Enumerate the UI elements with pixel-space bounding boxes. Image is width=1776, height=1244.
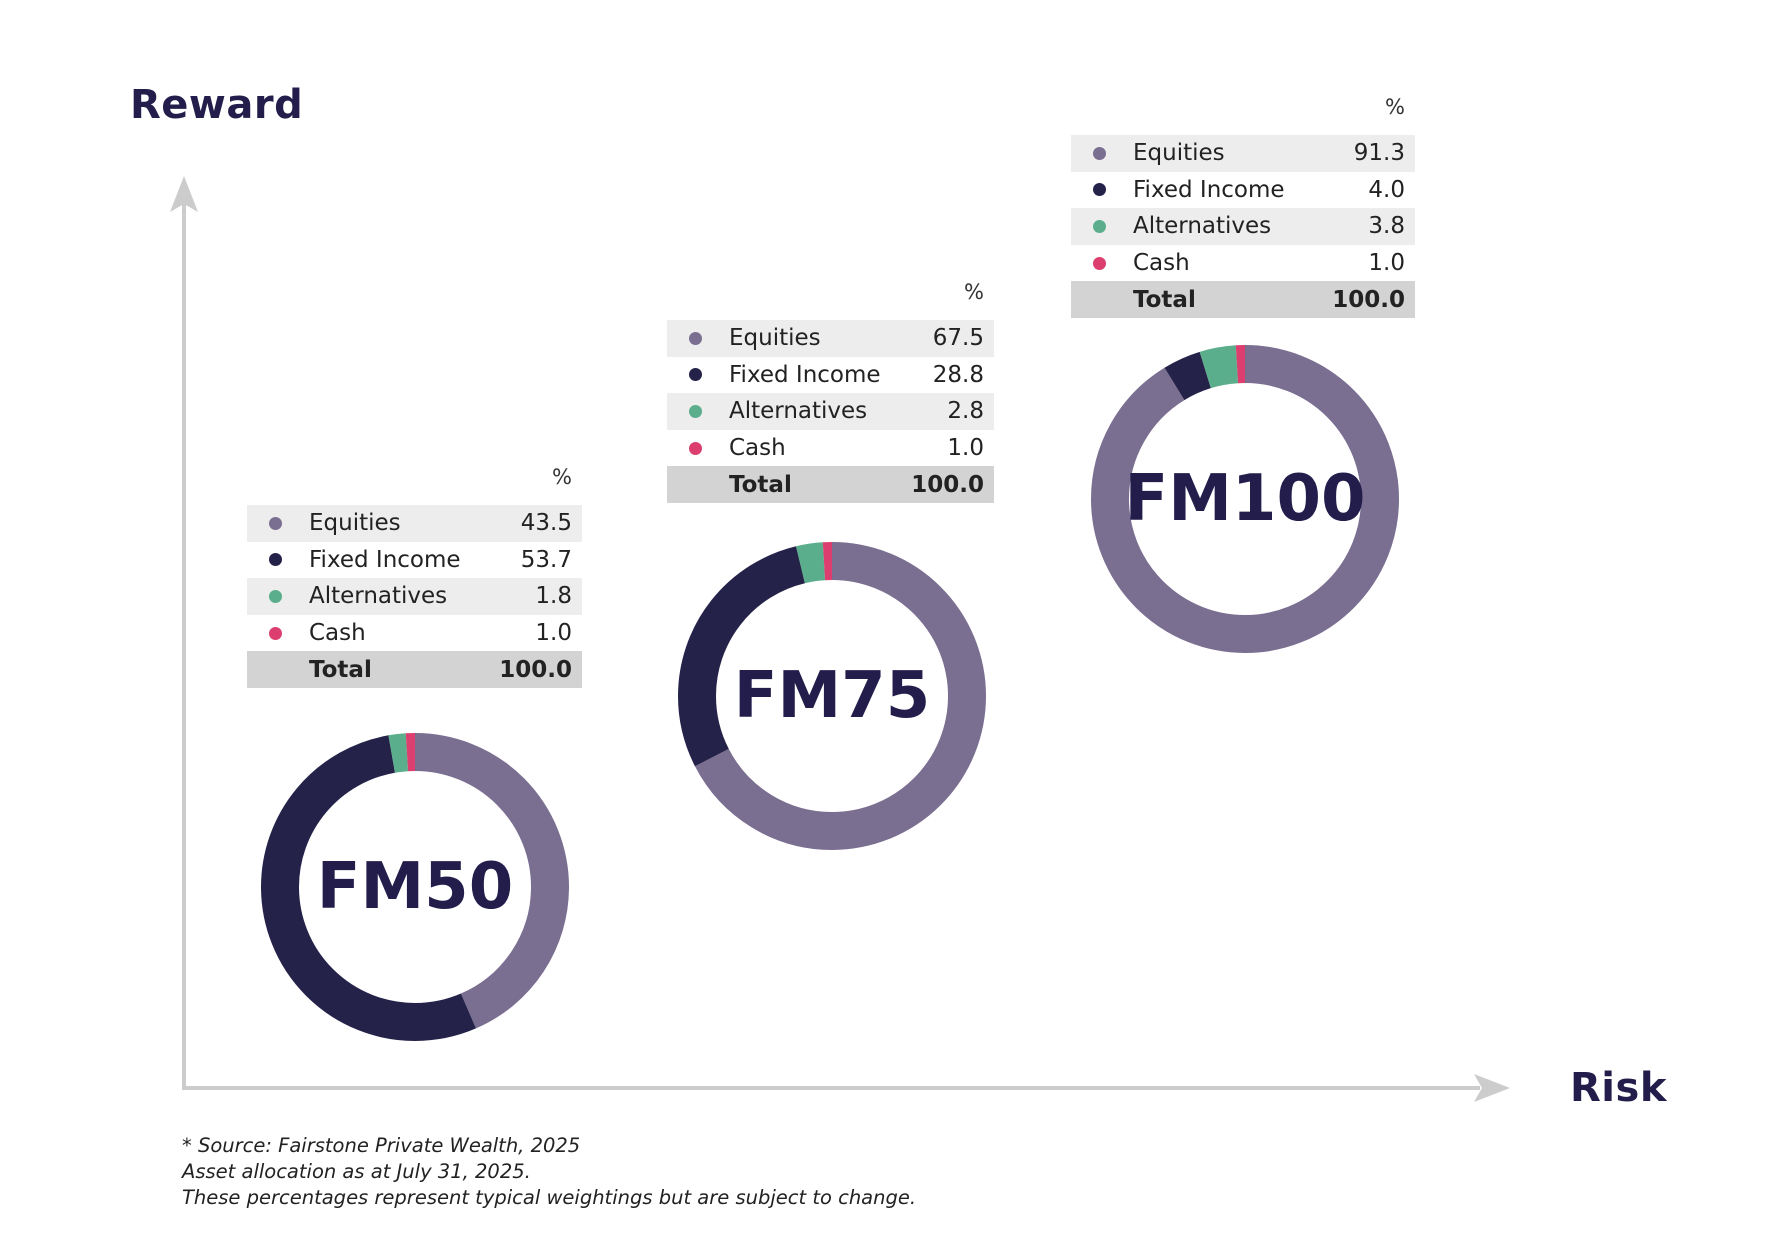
row-value: 4.0 (1368, 176, 1405, 203)
table-row: Fixed Income 53.7 (247, 542, 582, 579)
row-label: Alternatives (309, 583, 448, 610)
cash-dot-icon (269, 626, 282, 640)
fixed-income-segment (678, 542, 986, 850)
table-row: Alternatives 1.8 (247, 578, 582, 615)
row-label: Fixed Income (729, 361, 881, 388)
fm100-allocation-table: % Equities 91.3 Fixed Income 4.0 Alternati… (1071, 95, 1415, 318)
total-value: 100.0 (1332, 286, 1405, 313)
total-label: Total (729, 471, 792, 498)
row-label: Fixed Income (309, 546, 461, 573)
row-value: 1.0 (947, 435, 984, 462)
row-value: 43.5 (520, 510, 572, 537)
row-label: Alternatives (729, 398, 868, 425)
fm75-allocation-table: % Equities 67.5 Fixed Income 28.8 Alternat… (667, 280, 994, 503)
row-value: 91.3 (1353, 140, 1405, 167)
equities-dot-icon (269, 516, 282, 530)
cash-dot-icon (689, 441, 702, 455)
total-label: Total (309, 656, 372, 683)
equities-dot-icon (1093, 146, 1106, 160)
y-axis-title: Reward (130, 82, 304, 128)
row-label: Equities (1133, 140, 1225, 167)
table-row: Alternatives 2.8 (667, 393, 994, 430)
fm75-donut-chart (678, 542, 986, 850)
fixed-income-dot-icon (1093, 183, 1106, 197)
footnote: * Source: Fairstone Private Wealth, 2025… (182, 1133, 916, 1211)
x-axis-title: Risk (1570, 1065, 1667, 1111)
equities-dot-icon (689, 331, 702, 345)
x-axis-arrow-icon (1474, 1074, 1510, 1102)
unit-label: % (964, 280, 984, 304)
table-row: Cash 1.0 (247, 615, 582, 652)
row-label: Cash (309, 620, 366, 647)
cash-segment (261, 733, 569, 1041)
total-value: 100.0 (499, 656, 572, 683)
row-label: Fixed Income (1133, 176, 1285, 203)
fm50-allocation-table: % Equities 43.5 Fixed Income 53.7 Alternat… (247, 465, 582, 688)
table-row: Alternatives 3.8 (1071, 208, 1415, 245)
row-value: 53.7 (520, 546, 572, 573)
row-value: 1.0 (1368, 250, 1405, 277)
table-row: Equities 67.5 (667, 320, 994, 357)
row-label: Alternatives (1133, 213, 1272, 240)
fm75-donut-label: FM75 (733, 659, 931, 733)
y-axis-arrow-icon (170, 176, 198, 212)
row-value: 28.8 (932, 361, 984, 388)
table-total-row: Total 100.0 (247, 651, 582, 688)
unit-label: % (552, 465, 572, 489)
cash-segment (678, 542, 986, 850)
table-row: Equities 91.3 (1071, 135, 1415, 172)
row-label: Equities (729, 325, 821, 352)
alternatives-dot-icon (689, 404, 702, 418)
table-total-row: Total 100.0 (1071, 281, 1415, 318)
fixed-income-dot-icon (269, 553, 282, 567)
row-value: 2.8 (947, 398, 984, 425)
fm50-donut-chart (261, 733, 569, 1041)
table-row: Equities 43.5 (247, 505, 582, 542)
footnote-source: * Source: Fairstone Private Wealth, 2025 (182, 1134, 581, 1157)
cash-dot-icon (1093, 256, 1106, 270)
alternatives-dot-icon (1093, 219, 1106, 233)
footnote-date: Asset allocation as at July 31, 2025. (182, 1160, 531, 1183)
table-row: Fixed Income 28.8 (667, 357, 994, 394)
row-value: 67.5 (932, 325, 984, 352)
table-row: Fixed Income 4.0 (1071, 172, 1415, 209)
fixed-income-segment (261, 733, 569, 1041)
unit-label: % (1385, 95, 1405, 119)
alternatives-dot-icon (269, 589, 282, 603)
fixed-income-dot-icon (689, 368, 702, 382)
row-label: Cash (729, 435, 786, 462)
row-label: Equities (309, 510, 401, 537)
row-value: 1.0 (535, 620, 572, 647)
fm50-donut-label: FM50 (316, 850, 514, 924)
row-label: Cash (1133, 250, 1190, 277)
row-value: 1.8 (535, 583, 572, 610)
table-total-row: Total 100.0 (667, 466, 994, 503)
total-label: Total (1133, 286, 1196, 313)
row-value: 3.8 (1368, 213, 1405, 240)
cash-segment (1091, 345, 1399, 653)
fm100-donut-chart (1091, 345, 1399, 653)
fm100-donut-label: FM100 (1124, 462, 1366, 536)
table-row: Cash 1.0 (1071, 245, 1415, 282)
footnote-disclaimer: These percentages represent typical weig… (182, 1186, 917, 1209)
total-value: 100.0 (911, 471, 984, 498)
table-row: Cash 1.0 (667, 430, 994, 467)
